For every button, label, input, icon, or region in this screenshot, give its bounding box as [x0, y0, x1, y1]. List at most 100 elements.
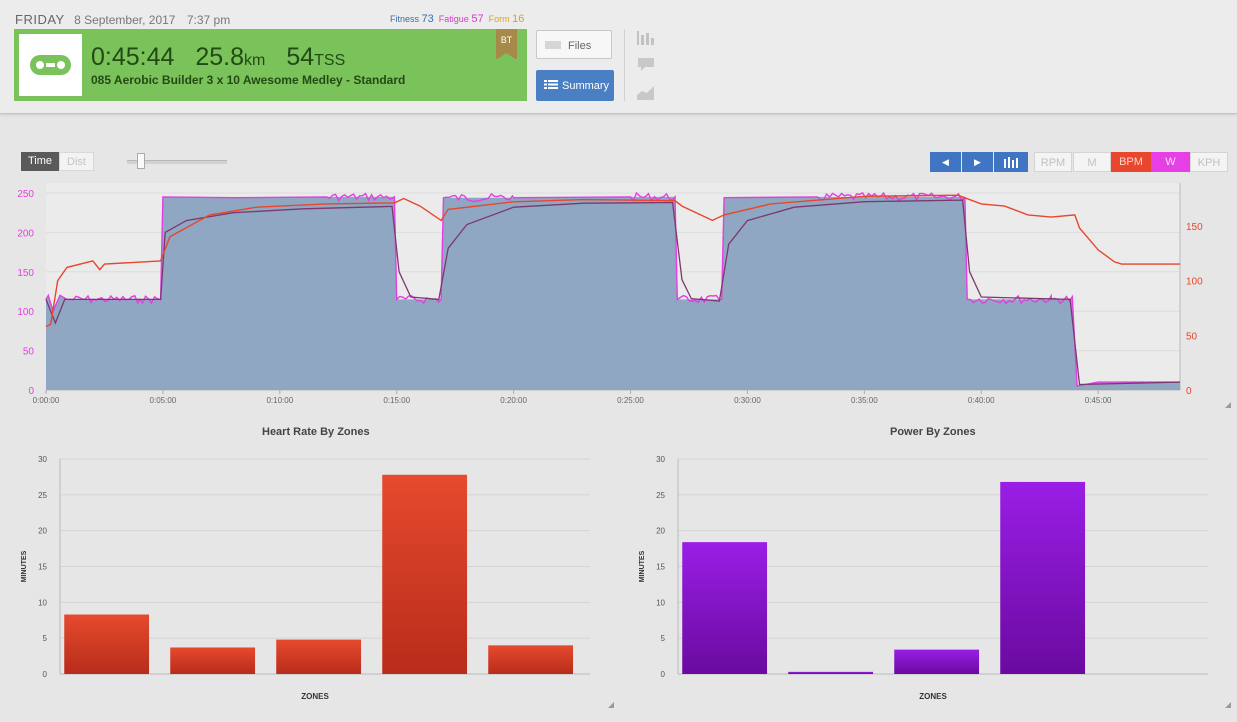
chart-nav-buttons: ◀ ▶ — [930, 152, 1028, 172]
right-axis-tick: 0 — [1186, 386, 1192, 397]
zone-bar — [382, 474, 468, 674]
x-axis-tick: 0:00:00 — [33, 396, 60, 405]
power-area — [46, 196, 1180, 390]
zone-bar — [1000, 481, 1086, 674]
y-axis-tick: 15 — [38, 563, 47, 572]
hr-zones-chart: 0 5 10 15 20 25 30 MINUTES ZONES — [21, 455, 590, 701]
workout-type-logo — [19, 34, 82, 96]
y-axis-tick: 20 — [38, 527, 47, 536]
left-axis-tick: 100 — [17, 307, 34, 318]
y-axis-tick: 5 — [661, 634, 666, 643]
left-axis-tick: 250 — [17, 189, 34, 200]
resize-handle[interactable] — [608, 702, 614, 708]
distance-unit: km — [244, 52, 266, 69]
y-axis-tick: 10 — [38, 598, 47, 607]
y-axis-tick: 25 — [656, 491, 665, 500]
prev-arrow-icon[interactable]: ◀ — [930, 152, 961, 172]
form-value: 16 — [512, 13, 525, 25]
divider — [624, 29, 625, 101]
fatigue-label: Fatigue — [438, 14, 469, 24]
x-axis-tick: 0:30:00 — [734, 396, 761, 405]
x-axis-tick: 0:05:00 — [150, 396, 177, 405]
workout-tag-badge: BT — [496, 29, 517, 60]
right-axis-tick: 50 — [1186, 331, 1198, 342]
left-axis-tick: 150 — [17, 268, 34, 279]
tss-unit: TSS — [314, 52, 346, 69]
channel-rpm[interactable]: RPM — [1034, 152, 1072, 172]
x-axis-tick: 0:20:00 — [500, 396, 527, 405]
area-chart-icon[interactable] — [636, 83, 656, 101]
comment-icon[interactable] — [636, 56, 656, 74]
zone-bar — [788, 671, 874, 674]
y-axis-tick: 10 — [656, 598, 665, 607]
left-axis-tick: 200 — [17, 228, 34, 239]
x-axis-tick: 0:25:00 — [617, 396, 644, 405]
channel-bpm[interactable]: BPM — [1111, 152, 1151, 172]
workout-title: 085 Aerobic Builder 3 x 10 Awesome Medle… — [91, 73, 406, 87]
zone-bar — [894, 649, 980, 674]
bike-chain-icon — [30, 55, 71, 75]
right-axis-tick: 100 — [1186, 277, 1203, 288]
y-axis-tick: 20 — [656, 527, 665, 536]
channel-w[interactable]: W — [1151, 152, 1190, 172]
x-axis-tick: 0:10:00 — [266, 396, 293, 405]
summary-button-label: Summary — [562, 80, 610, 92]
left-axis-tick: 0 — [28, 386, 34, 397]
workout-stats: 0:45:44 25.8km 54TSS — [91, 43, 345, 72]
distance: 25.8 — [195, 43, 245, 71]
file-icon — [545, 41, 561, 49]
x-axis-tick: 0:45:00 — [1085, 396, 1112, 405]
x-axis-label: ZONES — [919, 692, 947, 701]
y-axis-label: MINUTES — [639, 550, 646, 582]
zoom-slider-track[interactable] — [127, 160, 227, 164]
date-line: FRIDAY 8 September, 2017 7:37 pm — [15, 12, 230, 27]
y-axis-tick: 15 — [656, 563, 665, 572]
right-axis-tick: 150 — [1186, 222, 1203, 233]
y-axis-tick: 5 — [43, 634, 48, 643]
resize-handle[interactable] — [1225, 702, 1231, 708]
power-line — [45, 191, 1180, 387]
x-axis-label: ZONES — [301, 692, 329, 701]
zoom-slider-handle[interactable] — [137, 153, 145, 169]
bars-icon[interactable] — [994, 152, 1028, 172]
zone-bar — [64, 614, 150, 674]
workout-header: FRIDAY 8 September, 2017 7:37 pm Fitness… — [0, 0, 1237, 114]
workout-card[interactable]: 0:45:44 25.8km 54TSS 085 Aerobic Builder… — [14, 29, 527, 101]
toggle-dist[interactable]: Dist — [59, 152, 94, 171]
x-axis-tick: 0:35:00 — [851, 396, 878, 405]
form-label: Form — [488, 14, 510, 24]
tss-value: 54 — [286, 43, 315, 71]
resize-handle[interactable] — [1225, 402, 1231, 408]
channel-kph[interactable]: KPH — [1190, 152, 1228, 172]
workout-timeline-chart[interactable]: 0 50 100 150 200 250 0 50 100 150 0:00:00 0:05:00 0:… — [0, 180, 1237, 410]
time-distance-toggle: Time Dist — [21, 152, 94, 171]
list-icon — [544, 80, 558, 89]
heart-rate-line — [45, 194, 1180, 328]
bar-chart-icon[interactable] — [636, 29, 656, 47]
zone-bar — [682, 542, 768, 674]
toggle-time[interactable]: Time — [21, 152, 60, 171]
zone-bar — [276, 639, 362, 674]
channel-m[interactable]: M — [1073, 152, 1111, 172]
next-arrow-icon[interactable]: ▶ — [962, 152, 993, 172]
zone-bar — [170, 647, 256, 674]
x-axis-tick: 0:15:00 — [383, 396, 410, 405]
y-axis-tick: 25 — [38, 491, 47, 500]
summary-button[interactable]: Summary — [536, 70, 614, 101]
x-axis-tick: 0:40:00 — [968, 396, 995, 405]
y-axis-tick: 0 — [661, 670, 666, 679]
files-button[interactable]: Files — [536, 30, 612, 59]
hr-zones-title: Heart Rate By Zones — [262, 426, 370, 438]
duration: 0:45:44 — [91, 43, 175, 71]
zone-bar — [488, 645, 574, 674]
fatigue-value: 57 — [471, 13, 484, 25]
files-button-label: Files — [568, 40, 592, 52]
power-zones-title: Power By Zones — [890, 426, 976, 438]
date: 8 September, 2017 — [74, 13, 176, 27]
y-axis-tick: 0 — [43, 670, 48, 679]
power-zones-chart: 0 5 10 15 20 25 30 MINUTES ZONES — [639, 455, 1208, 701]
y-axis-tick: 30 — [38, 455, 47, 464]
fitness-value: 73 — [421, 13, 434, 25]
y-axis-tick: 30 — [656, 455, 665, 464]
left-axis-tick: 50 — [23, 347, 35, 358]
